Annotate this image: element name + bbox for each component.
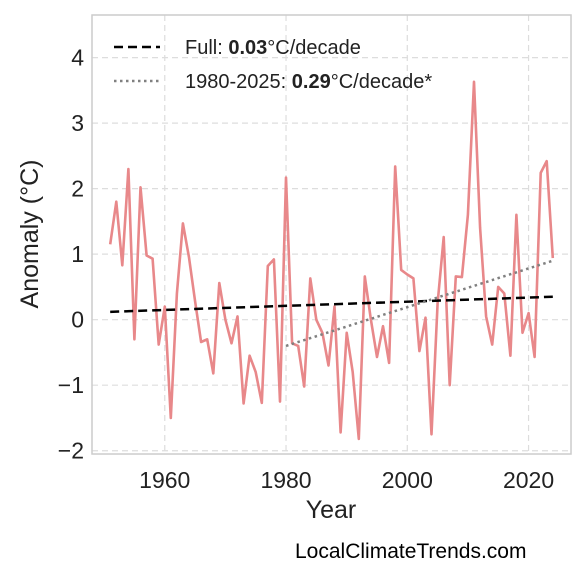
y-tick-label: 3	[71, 110, 84, 136]
legend-full-prefix: Full:	[185, 37, 228, 59]
anomaly-series-line	[108, 80, 555, 441]
y-tick-label: 4	[71, 45, 84, 71]
x-tick-label: 1960	[139, 467, 190, 493]
y-tick-label: −2	[58, 438, 84, 464]
legend-recent-label: 1980-2025: 0.29°C/decade*	[185, 71, 432, 93]
legend-recent-suffix: °C/decade*	[331, 71, 433, 93]
x-tick-label: 2000	[382, 467, 433, 493]
grid-lines	[92, 15, 571, 454]
x-axis-label: Year	[306, 496, 357, 524]
legend-full-suffix: °C/decade	[267, 37, 361, 59]
x-axis-ticks: 1960 1980 2000 2020	[139, 467, 554, 493]
legend-full-value: 0.03	[228, 37, 267, 59]
recent-trend-line	[285, 259, 554, 348]
y-tick-label: 1	[71, 241, 84, 267]
y-tick-label: −1	[58, 372, 84, 398]
full-trend-line	[110, 295, 553, 314]
y-tick-label: 0	[71, 307, 84, 333]
y-tick-label: 2	[71, 176, 84, 202]
attribution: LocalClimateTrends.com	[295, 540, 527, 563]
legend-full-label: Full: 0.03°C/decade	[185, 37, 361, 59]
legend: Full: 0.03°C/decade 1980-2025: 0.29°C/de…	[114, 37, 432, 93]
legend-recent-prefix: 1980-2025:	[185, 71, 292, 93]
y-axis-ticks: −2 −1 0 1 2 3 4	[58, 45, 84, 464]
plot-frame	[91, 14, 572, 455]
series-layer	[108, 80, 555, 441]
x-tick-label: 2020	[503, 467, 554, 493]
legend-recent-value: 0.29	[292, 71, 331, 93]
y-axis-label: Anomaly (°C)	[16, 160, 44, 309]
x-tick-label: 1980	[260, 467, 311, 493]
